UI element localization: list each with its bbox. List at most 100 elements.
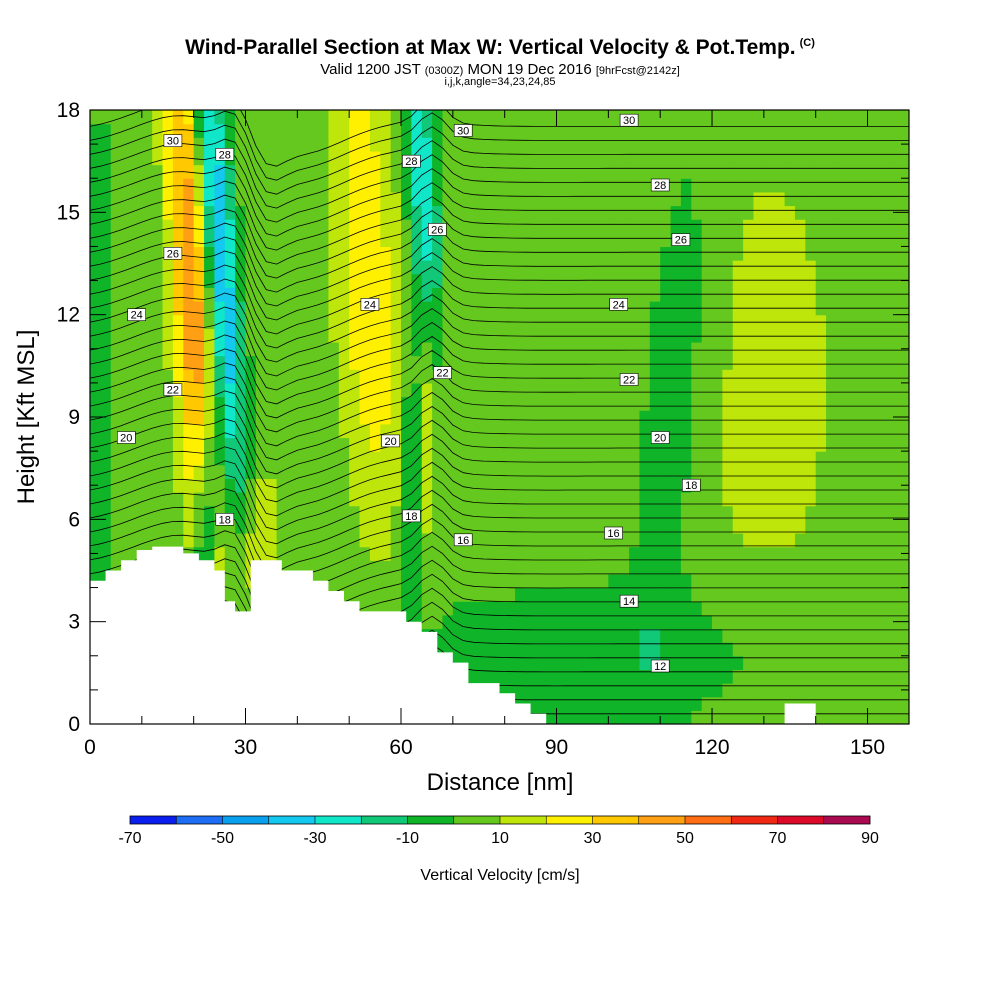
velocity-cell [660,246,672,261]
velocity-cell [90,423,101,439]
velocity-cell [618,451,630,466]
velocity-cell [235,123,247,138]
velocity-cell [245,178,257,193]
velocity-cell [494,232,506,248]
velocity-cell [297,205,309,220]
velocity-cell [618,601,630,616]
velocity-cell [556,492,568,507]
velocity-cell [349,587,361,602]
velocity-cell [463,355,475,370]
velocity-cell [152,110,164,125]
velocity-cell [784,273,796,288]
velocity-cell [556,655,568,671]
velocity-cell [722,628,734,643]
velocity-cell [877,341,889,357]
velocity-cell [432,451,444,466]
velocity-cell [898,423,909,439]
velocity-cell [546,573,558,589]
velocity-cell [712,492,723,507]
velocity-cell [857,382,869,398]
velocity-cell [794,355,806,370]
velocity-cell [556,110,568,125]
velocity-cell [712,123,723,138]
velocity-cell [338,369,350,384]
velocity-cell [359,382,371,398]
velocity-cell [857,614,869,630]
velocity-cell [732,532,744,548]
velocity-cell [338,328,350,343]
velocity-cell [763,587,775,602]
velocity-cell [525,464,537,479]
velocity-cell [535,314,547,329]
velocity-cell [712,205,723,220]
velocity-cell [691,628,703,643]
velocity-cell [753,328,765,343]
velocity-cell [898,464,909,479]
velocity-cell [224,396,236,411]
velocity-cell [349,191,361,207]
velocity-cell [888,219,900,234]
velocity-cell [691,669,703,684]
velocity-cell [318,110,330,125]
velocity-cell [857,587,869,602]
velocity-cell [649,205,661,220]
velocity-cell [587,519,599,534]
velocity-cell [131,410,143,425]
velocity-cell [794,478,806,493]
velocity-cell [556,219,568,234]
velocity-cell [390,150,402,166]
velocity-cell [577,410,589,425]
velocity-cell [390,328,402,343]
velocity-cell [836,355,848,370]
x-tick-label: 90 [545,736,568,759]
velocity-cell [826,683,838,698]
velocity-cell [784,478,796,493]
velocity-cell [784,355,796,370]
velocity-cell [494,341,506,357]
velocity-cell [670,546,682,561]
velocity-cell [390,246,402,261]
velocity-cell [660,587,672,602]
velocity-cell [805,560,817,575]
velocity-cell [867,492,879,507]
velocity-cell [867,328,879,343]
velocity-cell [556,423,568,439]
velocity-cell [121,505,133,520]
velocity-cell [369,328,381,343]
velocity-cell [141,437,153,452]
colorbar-swatch [361,816,408,824]
velocity-cell [743,437,755,452]
velocity-cell [421,246,433,261]
velocity-cell [587,150,599,166]
velocity-cell [463,150,475,166]
velocity-cell [463,301,475,316]
colorbar: -70 -50 -30 -10 10 30 50 70 90 [118,815,879,847]
velocity-cell [629,532,641,548]
velocity-cell [784,396,796,411]
velocity-cell [172,396,184,411]
velocity-cell [846,110,858,125]
velocity-cell [432,396,444,411]
velocity-cell [691,110,703,125]
velocity-cell [774,601,786,616]
velocity-cell [141,410,153,425]
velocity-cell [546,464,558,479]
velocity-cell [411,301,423,316]
velocity-cell [525,164,537,179]
velocity-cell [525,478,537,493]
velocity-cell [152,410,164,425]
velocity-cell [473,655,485,671]
velocity-cell [629,164,641,179]
velocity-cell [266,232,278,248]
velocity-cell [401,573,412,589]
velocity-cell [141,505,153,520]
velocity-cell [712,683,723,698]
velocity-cell [577,614,589,630]
velocity-cell [421,396,433,411]
velocity-cell [100,150,112,166]
theta-contour [90,110,909,181]
velocity-cell [660,560,672,575]
velocity-cell [877,219,889,234]
velocity-cell [411,492,423,507]
velocity-cell [774,260,786,275]
